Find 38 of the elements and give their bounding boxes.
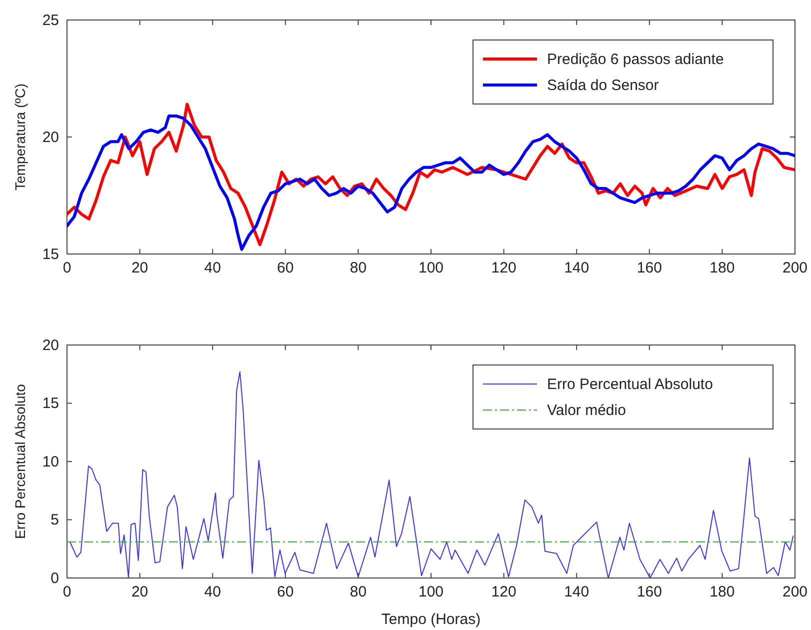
x-tick-label: 80 — [350, 260, 367, 277]
y-axis-title: Temperatura (ºC) — [12, 83, 28, 191]
legend-label: Valor médio — [547, 402, 626, 419]
legend-label: Predição 6 passos adiante — [547, 51, 724, 68]
x-tick-label: 40 — [204, 260, 221, 277]
legend-label: Erro Percentual Absoluto — [547, 376, 713, 393]
x-tick-label: 120 — [491, 260, 516, 277]
x-tick-label: 180 — [710, 584, 735, 601]
x-tick-label: 40 — [204, 584, 221, 601]
x-tick-label: 60 — [277, 260, 294, 277]
x-tick-label: 0 — [62, 260, 72, 277]
y-tick-label: 0 — [50, 570, 59, 587]
x-tick-label: 200 — [782, 260, 808, 277]
legend-label: Saída do Sensor — [547, 77, 659, 94]
x-tick-label: 100 — [418, 584, 444, 601]
y-tick-label: 5 — [50, 512, 59, 529]
y-tick-label: 25 — [42, 12, 59, 29]
x-tick-label: 0 — [62, 584, 72, 601]
y-tick-label: 20 — [42, 336, 59, 354]
y-tick-label: 15 — [42, 246, 59, 263]
x-tick-label: 200 — [782, 584, 808, 601]
y-tick-label: 10 — [42, 453, 59, 470]
x-tick-label: 100 — [418, 260, 444, 277]
x-tick-label: 120 — [491, 584, 516, 601]
y-tick-label: 20 — [42, 128, 59, 146]
x-tick-label: 160 — [636, 584, 662, 601]
x-tick-label: 20 — [131, 584, 148, 601]
line-series — [69, 371, 794, 578]
y-axis-title: Erro Percentual Absoluto — [12, 384, 28, 539]
x-tick-label: 140 — [564, 584, 590, 601]
x-tick-label: 180 — [710, 260, 735, 277]
y-tick-label: 15 — [42, 395, 59, 412]
x-tick-label: 20 — [131, 260, 148, 277]
x-tick-label: 160 — [636, 260, 662, 277]
x-tick-label: 140 — [564, 260, 590, 277]
x-tick-label: 60 — [277, 584, 294, 601]
x-tick-label: 80 — [350, 584, 367, 601]
x-axis-title: Tempo (Horas) — [381, 611, 481, 628]
